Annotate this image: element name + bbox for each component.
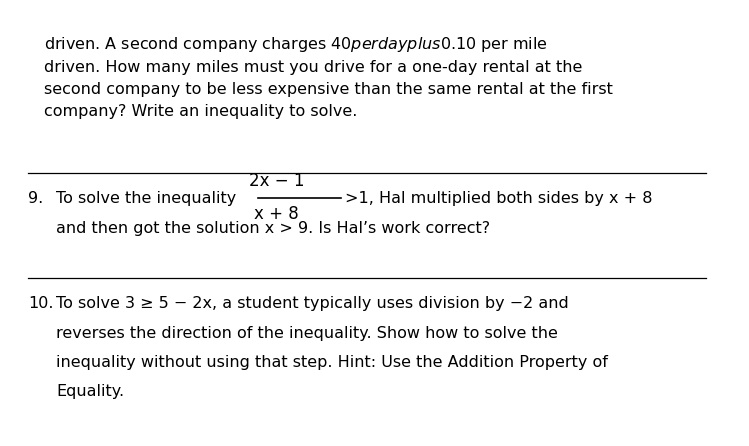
Text: Equality.: Equality.	[56, 384, 124, 400]
Text: and then got the solution x > 9. Is Hal’s work correct?: and then got the solution x > 9. Is Hal’…	[56, 221, 490, 236]
Text: reverses the direction of the inequality. Show how to solve the: reverses the direction of the inequality…	[56, 326, 558, 341]
Text: driven. A second company charges $40 per day plus $0.10 per mile
driven. How man: driven. A second company charges $40 per…	[43, 35, 613, 119]
Text: 2x − 1: 2x − 1	[249, 172, 304, 190]
Text: x + 8: x + 8	[254, 205, 299, 223]
Text: inequality without using that step. Hint: Use the Addition Property of: inequality without using that step. Hint…	[56, 355, 608, 370]
Text: 10.: 10.	[28, 297, 53, 311]
Text: 9.: 9.	[28, 191, 43, 206]
Text: >1, Hal multiplied both sides by x + 8: >1, Hal multiplied both sides by x + 8	[345, 191, 652, 206]
Text: To solve 3 ≥ 5 − 2x, a student typically uses division by −2 and: To solve 3 ≥ 5 − 2x, a student typically…	[56, 297, 568, 311]
Text: To solve the inequality: To solve the inequality	[56, 191, 236, 206]
